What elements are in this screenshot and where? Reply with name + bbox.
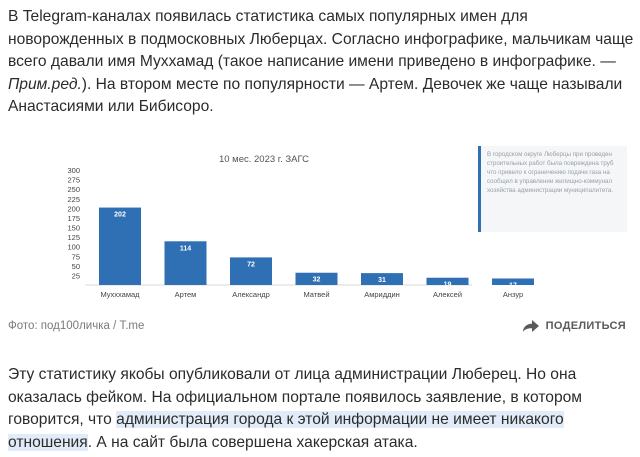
share-label: ПОДЕЛИТЬСЯ	[546, 320, 626, 332]
x-category-label: Алексей	[433, 290, 462, 299]
y-tick-label: 250	[67, 185, 80, 194]
y-tick-label: 175	[67, 214, 80, 223]
x-category-label: Амриддин	[364, 290, 400, 299]
y-tick-label: 200	[67, 204, 80, 213]
x-category-label: Мухххамад	[100, 290, 140, 299]
y-tick-label: 300	[67, 166, 80, 175]
x-category-label: Александр	[232, 290, 270, 299]
photo-caption: Фото: под100личка / T.me	[8, 320, 144, 332]
snippet-line: хозяйства администрации муниципалитета.	[487, 186, 624, 195]
bar-value-label: 19	[444, 282, 452, 289]
bar-value-label: 17	[509, 282, 517, 289]
article-paragraph-2: Эту статистику якобы опубликовали от лиц…	[8, 364, 634, 454]
paragraph-1-text-end: ). На втором месте по популярности — Арт…	[8, 76, 622, 116]
bar-value-label: 202	[114, 212, 126, 219]
x-category-label: Анзур	[503, 290, 523, 299]
infographic-image[interactable]: 10 мес. 2023 г. ЗАГС 25 50 75 100 125 150 175 20…	[52, 138, 627, 310]
bar-value-label: 32	[313, 277, 321, 284]
snippet-line: сообщил в управлении жилищно-коммунал	[487, 177, 624, 186]
snippet-line: В городском округе Люберцы при проведен	[487, 150, 624, 159]
chart-title: 10 мес. 2023 г. ЗАГС	[219, 154, 309, 165]
chart-bar	[99, 208, 141, 285]
y-tick-label: 75	[72, 252, 80, 261]
photo-caption-row: Фото: под100личка / T.me ПОДЕЛИТЬСЯ	[8, 318, 632, 336]
paragraph-2-text-end: . А на сайт была совершена хакерская ата…	[88, 434, 418, 451]
y-tick-label: 275	[67, 176, 80, 185]
editor-note: Прим.ред.	[8, 76, 82, 93]
x-category-label: Матвей	[303, 290, 329, 299]
x-category-label: Артем	[175, 290, 197, 299]
share-arrow-icon	[522, 319, 540, 333]
snippet-line: что привело к ограничению подачи газа на	[487, 168, 624, 177]
bar-value-label: 72	[247, 261, 255, 268]
y-tick-label: 225	[67, 195, 80, 204]
paragraph-1-text: В Telegram-каналах появилась статистика …	[8, 8, 633, 70]
snippet-line: строительных работ была повреждена труб	[487, 159, 624, 168]
news-snippet-panel: В городском округе Люберцы при проведен …	[478, 146, 627, 232]
y-tick-label: 100	[67, 243, 80, 252]
share-button[interactable]: ПОДЕЛИТЬСЯ	[522, 319, 626, 333]
y-tick-label: 50	[72, 262, 80, 271]
y-tick-label: 25	[72, 271, 80, 280]
y-tick-label: 150	[67, 224, 80, 233]
bar-value-label: 31	[378, 277, 386, 284]
bar-value-label: 114	[180, 245, 191, 252]
article-paragraph-1: В Telegram-каналах появилась статистика …	[8, 6, 634, 119]
y-tick-label: 125	[67, 233, 80, 242]
